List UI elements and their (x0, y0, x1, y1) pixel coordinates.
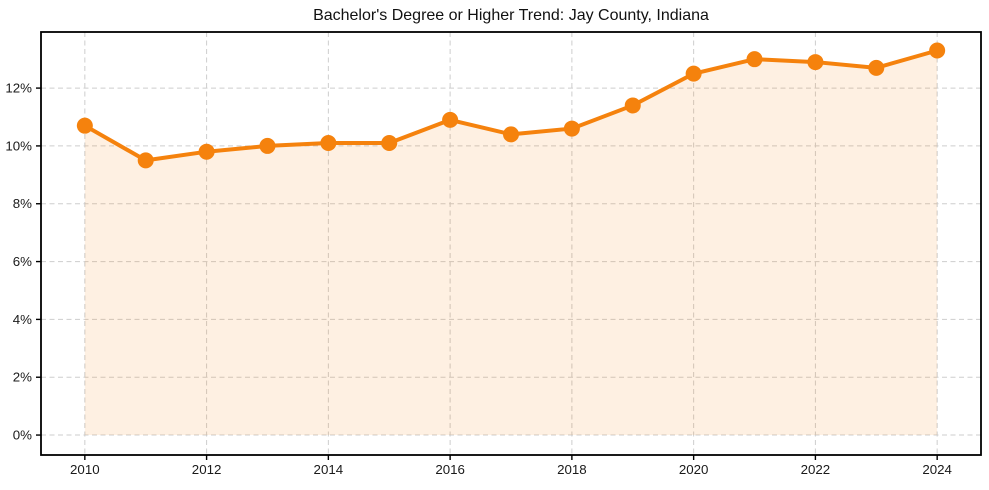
data-point-2023 (868, 59, 885, 76)
data-point-2010 (76, 117, 93, 134)
chart-title: Bachelor's Degree or Higher Trend: Jay C… (313, 7, 709, 24)
x-tick-label: 2020 (679, 462, 709, 477)
y-tick-label: 12% (5, 81, 32, 96)
x-tick-label: 2012 (192, 462, 222, 477)
x-tick-label: 2014 (314, 462, 344, 477)
data-point-2019 (624, 97, 641, 114)
y-tick-label: 0% (13, 428, 32, 443)
x-tick-label: 2024 (922, 462, 952, 477)
data-point-2022 (807, 54, 824, 71)
x-tick-label: 2016 (435, 462, 465, 477)
data-point-2012 (198, 143, 215, 160)
data-point-2015 (381, 135, 398, 152)
y-tick-label: 4% (13, 312, 32, 327)
data-point-2011 (137, 152, 154, 169)
data-point-2014 (320, 135, 337, 152)
area-fill (84, 50, 938, 436)
x-tick-label: 2010 (70, 462, 100, 477)
x-tick-label: 2018 (557, 462, 587, 477)
plot-border (40, 31, 982, 456)
data-point-2021 (746, 51, 763, 68)
data-point-2024 (929, 42, 946, 59)
y-tick-label: 2% (13, 370, 32, 385)
data-point-2020 (685, 65, 702, 82)
data-point-2018 (563, 120, 580, 137)
y-tick-label: 6% (13, 254, 32, 269)
y-tick-label: 8% (13, 196, 32, 211)
x-tick-label: 2022 (801, 462, 831, 477)
data-point-2017 (503, 126, 519, 143)
y-tick-label: 10% (5, 138, 32, 153)
data-point-2013 (259, 137, 276, 154)
data-point-2016 (442, 111, 459, 128)
